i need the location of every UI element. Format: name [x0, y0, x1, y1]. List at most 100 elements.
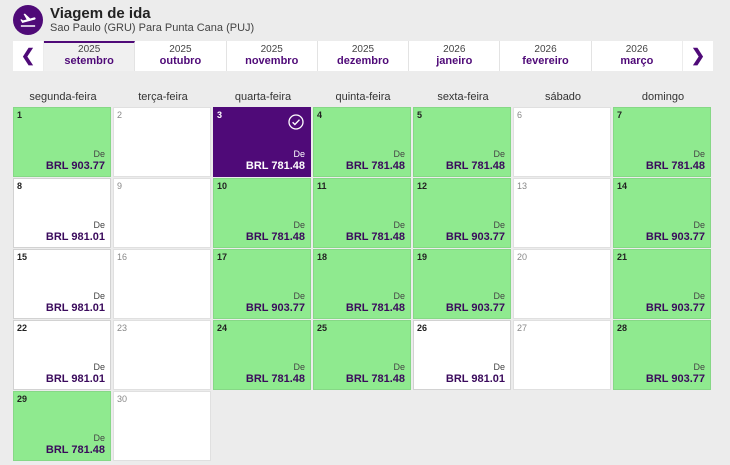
price-from-label: De: [693, 291, 705, 301]
day-cell-19[interactable]: 19 De BRL 903.77: [413, 249, 511, 319]
day-cell-25[interactable]: 25 De BRL 781.48: [313, 320, 411, 390]
day-price: BRL 903.77: [45, 160, 105, 172]
day-cell-11[interactable]: 11 De BRL 781.48: [313, 178, 411, 248]
month-tab-março[interactable]: 2026 março: [591, 41, 682, 71]
month-tab-year: 2026: [443, 44, 466, 55]
day-number: 22: [17, 323, 28, 333]
day-price: BRL 903.77: [445, 302, 505, 314]
day-price: BRL 781.48: [245, 160, 305, 172]
price-from-label: De: [93, 220, 105, 230]
weekday-label: quarta-feira: [234, 91, 292, 103]
day-number: 8: [17, 181, 23, 191]
day-cell-1[interactable]: 1 De BRL 903.77: [13, 107, 111, 177]
price-from-label: De: [293, 291, 305, 301]
day-number: 10: [217, 181, 228, 191]
day-price: BRL 781.48: [245, 373, 305, 385]
day-number: 5: [417, 110, 423, 120]
price-from-label: De: [293, 220, 305, 230]
day-cell-24[interactable]: 24 De BRL 781.48: [213, 320, 311, 390]
day-number: 2: [117, 110, 123, 120]
day-number: 23: [117, 323, 128, 333]
day-number: 24: [217, 323, 228, 333]
month-tab-dezembro[interactable]: 2025 dezembro: [317, 41, 410, 71]
month-tab-name: março: [620, 55, 654, 67]
day-price: BRL 981.01: [45, 231, 105, 243]
price-from-label: De: [393, 149, 405, 159]
day-price: BRL 781.48: [45, 444, 105, 456]
day-number: 16: [117, 252, 128, 262]
day-price: BRL 903.77: [645, 373, 705, 385]
day-cell-21[interactable]: 21 De BRL 903.77: [613, 249, 711, 319]
price-from-label: De: [393, 220, 405, 230]
day-number: 11: [317, 181, 327, 191]
price-from-label: De: [493, 220, 505, 230]
day-number: 12: [417, 181, 428, 191]
month-tab-setembro[interactable]: 2025 setembro: [44, 41, 136, 71]
month-tab-name: novembro: [245, 55, 299, 67]
day-cell-28[interactable]: 28 De BRL 903.77: [613, 320, 711, 390]
month-tab-year: 2025: [260, 44, 283, 55]
weekday-label: sexta-feira: [437, 91, 489, 103]
price-from-label: De: [693, 149, 705, 159]
day-price: BRL 781.48: [345, 160, 405, 172]
month-tab-name: setembro: [64, 55, 114, 67]
calendar-grid: 1 De BRL 903.77 2 3 De BRL 781.48 4 De BRL 781.48…: [13, 107, 713, 461]
price-from-label: De: [493, 362, 505, 372]
month-tab-name: janeiro: [436, 55, 473, 67]
weekday-label: quinta-feira: [335, 91, 391, 103]
previous-month-button[interactable]: ❮: [13, 41, 43, 71]
day-cell-23: 23: [113, 320, 211, 390]
day-cell-4[interactable]: 4 De BRL 781.48: [313, 107, 411, 177]
month-tab-name: fevereiro: [522, 55, 569, 67]
day-cell-6: 6: [513, 107, 611, 177]
day-cell-20: 20: [513, 249, 611, 319]
day-cell-10[interactable]: 10 De BRL 781.48: [213, 178, 311, 248]
month-tab-outubro[interactable]: 2025 outubro: [135, 41, 227, 71]
weekday-label: sábado: [544, 91, 582, 103]
weekday-header: segunda-feira terça-feira quarta-feira quin…: [13, 90, 713, 104]
day-price: BRL 903.77: [645, 302, 705, 314]
day-cell-18[interactable]: 18 De BRL 781.48: [313, 249, 411, 319]
day-cell-5[interactable]: 5 De BRL 781.48: [413, 107, 511, 177]
price-from-label: De: [693, 220, 705, 230]
check-circle-icon: [288, 114, 304, 130]
price-from-label: De: [393, 362, 405, 372]
chevron-left-icon: ❮: [20, 46, 36, 65]
day-cell-7[interactable]: 7 De BRL 781.48: [613, 107, 711, 177]
day-cell-8[interactable]: 8 De BRL 981.01: [13, 178, 111, 248]
route-subtitle: Sao Paulo (GRU) Para Punta Cana (PUJ): [50, 22, 255, 34]
day-number: 7: [617, 110, 623, 120]
page-title: Viagem de ida: [50, 5, 151, 22]
month-tab-name: dezembro: [337, 55, 389, 67]
day-cell-22[interactable]: 22 De BRL 981.01: [13, 320, 111, 390]
day-cell-9: 9: [113, 178, 211, 248]
day-number: 3: [217, 110, 223, 120]
next-month-button[interactable]: ❯: [683, 41, 713, 71]
month-tab-fevereiro[interactable]: 2026 fevereiro: [500, 41, 592, 71]
day-number: 29: [17, 394, 28, 404]
weekday-label: segunda-feira: [29, 91, 97, 103]
month-tab-novembro[interactable]: 2025 novembro: [226, 41, 318, 71]
weekday-label: domingo: [641, 91, 685, 103]
day-number: 14: [617, 181, 628, 191]
day-cell-3[interactable]: 3 De BRL 781.48: [213, 107, 311, 177]
day-cell-29[interactable]: 29 De BRL 781.48: [13, 391, 111, 461]
month-tab-year: 2025: [78, 44, 101, 55]
day-number: 20: [517, 252, 528, 262]
day-price: BRL 781.48: [645, 160, 705, 172]
month-tabs: 2025 setembro 2025 outubro 2025 novembro 2025 d…: [44, 41, 682, 71]
day-cell-2: 2: [113, 107, 211, 177]
day-price: BRL 781.48: [345, 231, 405, 243]
day-number: 18: [317, 252, 328, 262]
day-price: BRL 903.77: [645, 231, 705, 243]
month-tab-janeiro[interactable]: 2026 janeiro: [409, 41, 501, 71]
day-price: BRL 781.48: [245, 231, 305, 243]
day-cell-15[interactable]: 15 De BRL 981.01: [13, 249, 111, 319]
day-cell-12[interactable]: 12 De BRL 903.77: [413, 178, 511, 248]
day-cell-26[interactable]: 26 De BRL 981.01: [413, 320, 511, 390]
day-price: BRL 981.01: [445, 373, 505, 385]
day-number: 4: [317, 110, 323, 120]
day-cell-17[interactable]: 17 De BRL 903.77: [213, 249, 311, 319]
day-cell-14[interactable]: 14 De BRL 903.77: [613, 178, 711, 248]
price-from-label: De: [293, 149, 305, 159]
